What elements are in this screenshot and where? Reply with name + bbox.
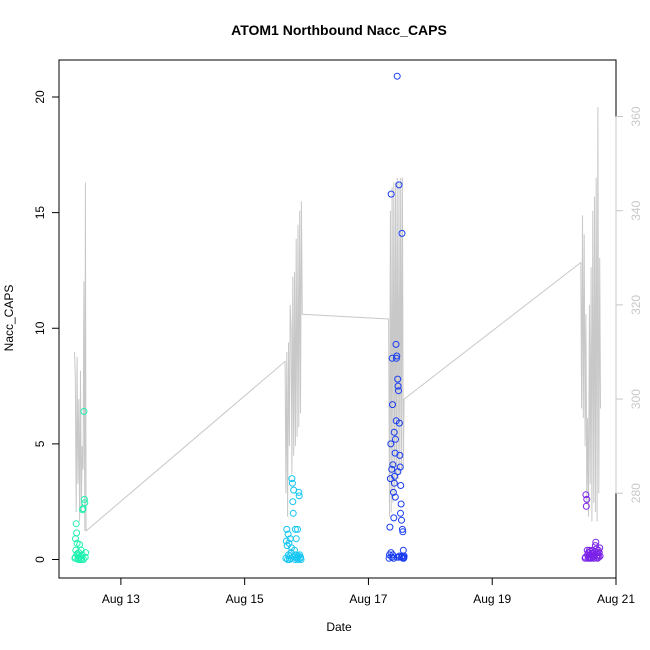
data-point [582,502,590,510]
y-tick-label: 10 [33,321,47,335]
data-point [395,553,403,561]
data-point [80,495,88,503]
data-point [289,509,297,517]
data-point [288,479,296,487]
data-point [392,417,400,425]
data-point [400,553,408,561]
data-point [292,535,300,543]
secondary-series-line [74,107,601,532]
data-point [389,488,397,496]
x-tick-label: Aug 13 [102,592,140,606]
data-point [395,181,403,189]
data-point [592,538,600,546]
y2-tick-label: 340 [629,200,643,220]
data-point [294,525,301,533]
data-point [398,229,406,237]
data-point [291,546,298,554]
y-axis-left: 0 5 10 15 20 [33,90,60,563]
data-point [397,553,405,561]
data-point [397,500,405,508]
data-point [399,554,407,562]
data-point [399,546,407,554]
data-point [596,544,604,552]
data-point [72,520,80,528]
data-point [391,493,399,501]
data-point [596,552,604,560]
data-point [595,549,603,557]
data-point [295,492,303,500]
x-tick-label: Aug 21 [597,592,635,606]
data-point [283,525,291,533]
data-point [395,387,402,395]
y-tick-label: 15 [33,206,47,220]
data-point [398,516,405,524]
data-point [394,468,402,476]
data-point [390,554,398,562]
data-point [390,428,398,436]
data-point [389,461,397,469]
x-tick-label: Aug 15 [226,592,264,606]
data-point [387,440,395,448]
data-point [291,525,299,533]
data-point [396,451,404,459]
data-point [393,352,401,360]
y-tick-label: 20 [33,90,47,104]
data-point [392,435,399,443]
data-point [583,495,591,503]
y2-tick-label: 300 [629,389,643,409]
data-point [289,498,297,506]
x-tick-label: Aug 17 [349,592,387,606]
chart-title: ATOM1 Northbound Nacc_CAPS [231,22,447,38]
data-point [386,523,394,531]
data-point [391,472,399,480]
data-point [72,535,79,543]
y-axis-right: 280 300 320 340 360 [615,106,643,503]
data-point [288,475,296,483]
data-point [82,549,90,557]
scatter-points-layer [71,72,604,563]
data-point [295,488,303,496]
secondary-line-layer [74,107,601,532]
data-point [595,553,603,561]
y-axis-label: Nacc_CAPS [2,285,16,352]
data-point [297,556,305,563]
data-point [399,528,407,536]
x-axis-label: Date [326,620,352,634]
data-point [397,509,404,517]
data-point [394,375,402,383]
data-point [582,491,590,499]
data-point [81,499,89,507]
data-point [390,514,398,522]
data-point [394,382,402,390]
data-point [73,529,81,537]
data-point [397,482,405,489]
data-point [390,479,398,487]
data-point [81,553,89,561]
data-point [388,465,396,473]
data-point [80,408,88,415]
data-point [389,401,396,409]
data-point [387,190,395,198]
data-point [392,340,400,348]
y-tick-label: 0 [33,556,47,563]
data-point [393,72,401,80]
x-tick-label: Aug 19 [473,592,511,606]
y2-tick-label: 280 [629,483,643,503]
y2-tick-label: 320 [629,295,643,315]
data-point [73,550,81,558]
x-axis: Aug 13 Aug 15 Aug 17 Aug 19 Aug 21 [102,577,635,606]
data-point [398,525,406,533]
plot-frame [58,59,617,579]
y2-tick-label: 360 [629,106,643,126]
y-tick-label: 5 [33,440,47,447]
